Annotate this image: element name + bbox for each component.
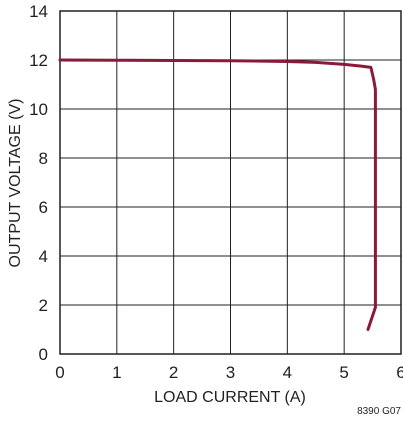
y-tick-label: 2	[39, 296, 48, 315]
x-tick-label: 4	[283, 363, 292, 382]
y-tick-labels: 0 2 4 6 8 10 12 14	[29, 2, 48, 364]
plot-frame	[59, 10, 402, 355]
x-tick-label: 6	[396, 363, 403, 382]
y-tick-label: 8	[39, 149, 48, 168]
x-tick-label: 2	[169, 363, 178, 382]
x-tick-label: 0	[55, 363, 64, 382]
figure-id: 8390 G07	[357, 406, 401, 417]
y-axis-label: OUTPUT VOLTAGE (V)	[7, 99, 24, 268]
x-tick-label: 1	[112, 363, 121, 382]
y-tick-label: 6	[39, 198, 48, 217]
grid	[59, 10, 402, 355]
x-tick-label: 3	[226, 363, 235, 382]
y-tick-label: 0	[39, 345, 48, 364]
series-line	[58, 58, 377, 331]
y-tick-label: 14	[29, 2, 48, 21]
x-tick-labels: 0 1 2 3 4 5 6	[55, 363, 403, 382]
x-tick-label: 5	[339, 363, 348, 382]
y-tick-label: 10	[29, 100, 48, 119]
x-axis-label: LOAD CURRENT (A)	[154, 389, 306, 406]
y-tick-label: 4	[39, 247, 48, 266]
y-tick-label: 12	[29, 51, 48, 70]
